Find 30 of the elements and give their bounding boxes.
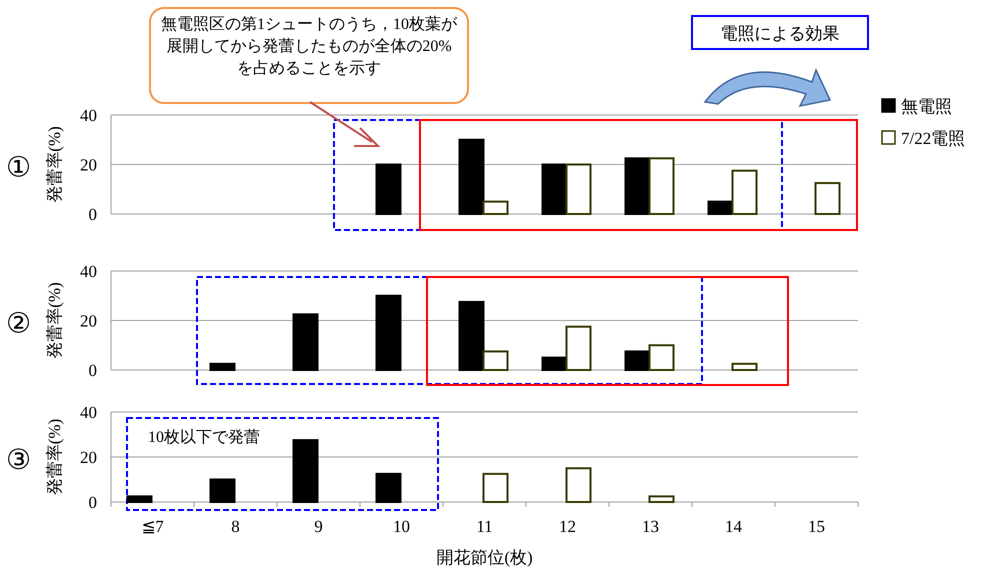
y-axis-title: 発蕾率(%) (45, 126, 64, 203)
xtick: 13 (642, 517, 659, 536)
y-tick-label: 20 (80, 312, 97, 330)
legend-label: 7/22電照 (901, 129, 966, 148)
text: ② (6, 308, 31, 340)
y-tick-label: 0 (88, 361, 97, 380)
y-tick-label: 40 (80, 403, 97, 422)
xtick: 9 (314, 517, 323, 536)
text: ③ (6, 445, 31, 476)
text: 電照による効果 (720, 24, 840, 43)
text: 無電照区の第1シュートのうち，10枚葉が展開してから発蕾したものが全体の20%を占めることを示す (160, 14, 458, 79)
y-axis-title: 発蕾率(%) (45, 282, 64, 359)
xtick: 8 (231, 517, 240, 536)
legend-label: 無電照 (901, 97, 952, 116)
y-tick-label: 40 (80, 106, 97, 125)
xtick: ≦7 (141, 517, 164, 536)
y-tick-label: 40 (80, 262, 97, 281)
xtick: 15 (808, 517, 825, 536)
y-tick-label: 20 (80, 448, 97, 467)
x-axis-title: 開花節位(枚) (436, 548, 533, 567)
y-tick-label: 0 (88, 205, 97, 224)
xtick: 12 (559, 517, 576, 536)
xtick: 14 (725, 517, 742, 536)
y-axis-title: 発蕾率(%) (45, 418, 64, 496)
annotation: 10枚以下で発蕾 (148, 428, 260, 446)
y-tick-label: 0 (88, 493, 97, 512)
y-tick-label: 20 (80, 156, 97, 174)
text: ① (6, 152, 31, 184)
xtick: 10 (393, 517, 410, 536)
xtick: 11 (476, 517, 493, 536)
